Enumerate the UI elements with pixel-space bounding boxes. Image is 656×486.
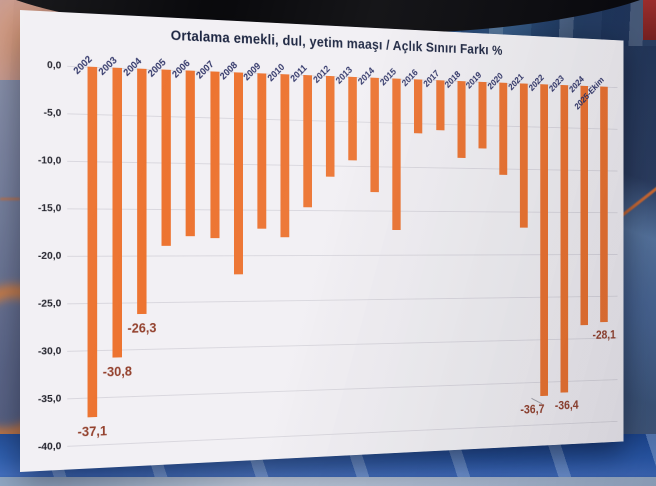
gridline [67, 379, 618, 400]
bar-2010 [280, 74, 290, 238]
bar-2015 [392, 78, 401, 231]
gridline [67, 160, 618, 172]
bar-2018 [457, 80, 466, 159]
chart-panel: Ortalama emekli, dul, yetim maaşı / Açlı… [20, 10, 624, 472]
bar-2003 [112, 67, 123, 358]
data-label-2004: -26,3 [127, 321, 157, 337]
gridline [67, 208, 618, 214]
bar-2022 [540, 84, 549, 397]
bar-2002 [87, 66, 98, 418]
bar-2011 [303, 74, 312, 208]
gridline [67, 254, 618, 257]
bar-2007 [209, 71, 220, 238]
bar-2016 [414, 79, 423, 133]
data-label-2023: -36,4 [554, 398, 579, 413]
plot-area: 0,0 -5,0 -10,0 -15,0 -20,0 -25,0 -30,0 -35,0 -40… [20, 10, 624, 472]
bar-2014 [370, 77, 380, 193]
data-label-2025-Ekim: -28,1 [592, 327, 616, 342]
gridline [67, 295, 618, 305]
y-axis-tick-label: 0,0 [47, 59, 62, 72]
bar-2005 [161, 69, 172, 247]
bar-2025-Ekim [600, 86, 608, 322]
bar-2019 [478, 81, 487, 149]
y-axis-tick-label: -40,0 [37, 440, 62, 454]
bar-2009 [257, 73, 266, 229]
bar-2012 [325, 75, 335, 177]
data-label-2003: -30,8 [102, 363, 132, 380]
bar-2021 [519, 83, 528, 228]
y-axis-tick-label: -35,0 [37, 392, 62, 406]
bar-2013 [348, 76, 357, 161]
bar-2004 [137, 68, 147, 315]
y-axis-tick-label: -5,0 [43, 106, 62, 120]
y-axis-tick-label: -15,0 [37, 202, 62, 215]
y-axis-tick-label: -10,0 [37, 154, 62, 167]
studio-desk-edge [0, 477, 656, 486]
gridline [67, 337, 618, 352]
gridline [67, 420, 618, 447]
bar-2020 [499, 82, 508, 175]
y-axis-tick-label: -30,0 [37, 345, 62, 358]
bar-2023 [560, 84, 569, 394]
studio-red-strip [643, 0, 656, 40]
bar-2008 [233, 72, 243, 275]
y-axis-tick-label: -20,0 [37, 249, 62, 262]
data-label-2022: -36,7 [520, 402, 545, 417]
bar-2006 [186, 70, 196, 237]
studio-orange-streak [0, 198, 20, 200]
gridline [67, 113, 618, 130]
data-label-2002: -37,1 [77, 423, 108, 440]
bar-2017 [435, 80, 445, 131]
y-axis-tick-label: -25,0 [37, 297, 62, 310]
bar-2024 [580, 85, 589, 325]
